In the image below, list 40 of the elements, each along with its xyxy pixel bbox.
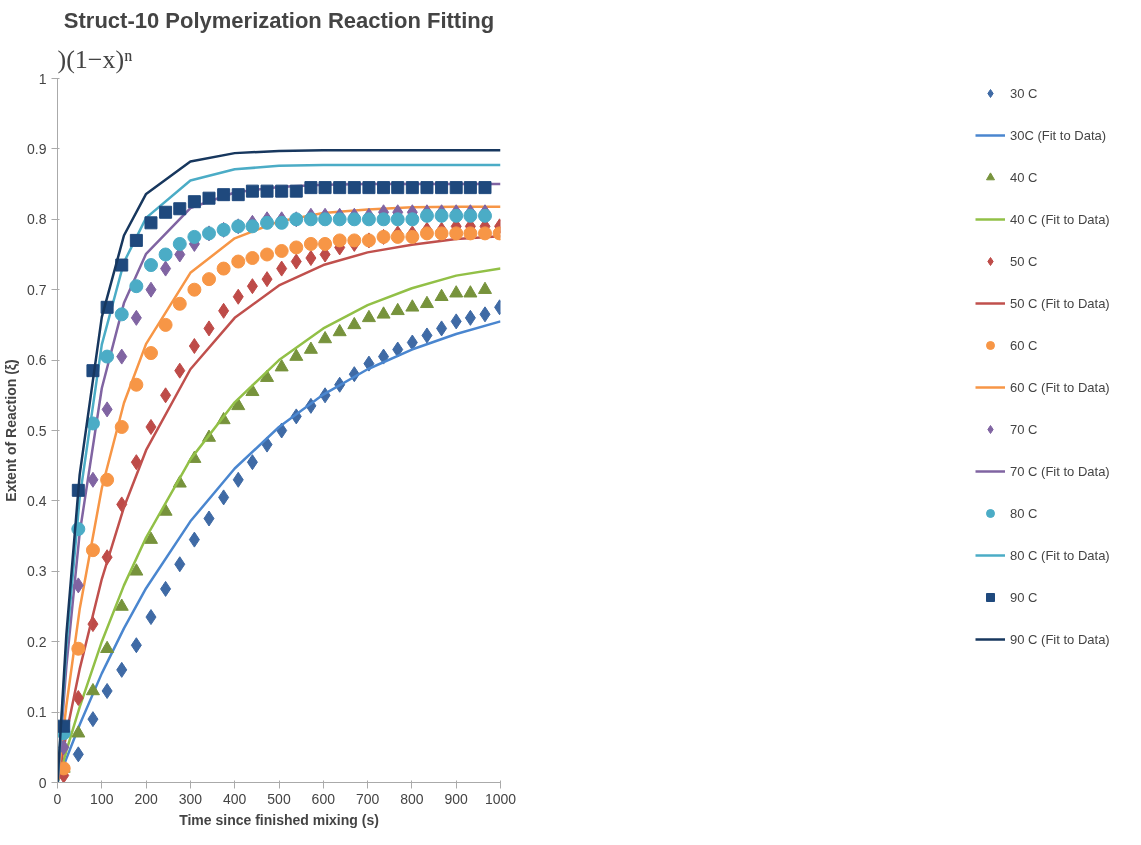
- x-axis-title: Time since finished mixing (s): [179, 811, 379, 828]
- chart-title: Struct-10 Polymerization Reaction Fitting: [63, 7, 495, 33]
- x-tick-label: 900: [444, 790, 469, 807]
- legend-label: 50 C: [1010, 253, 1039, 269]
- text: )(1−x)ⁿ: [57, 44, 133, 74]
- x-tick-label: 600: [311, 790, 336, 807]
- legend-label: 80 C (Fit to Data): [1010, 547, 1111, 563]
- legend-label: 60 C: [1010, 337, 1039, 353]
- legend-label: 40 C (Fit to Data): [1010, 211, 1111, 227]
- legend-label: 90 C (Fit to Data): [1010, 631, 1111, 647]
- legend-label: 80 C: [1010, 505, 1039, 521]
- y-tick-label: 0.6: [27, 352, 47, 369]
- y-tick-label: 0.4: [27, 492, 47, 509]
- y-tick-label: 0.2: [27, 633, 47, 650]
- y-tick-label: 0.3: [27, 563, 47, 580]
- x-tick-label: 500: [267, 790, 291, 807]
- legend-label: 40 C: [1010, 169, 1039, 185]
- legend-label: 30C (Fit to Data): [1010, 127, 1108, 143]
- x-tick-label: 200: [134, 790, 158, 807]
- y-tick-label: 0: [38, 774, 47, 791]
- y-tick-label: 0.9: [27, 140, 47, 157]
- y-axis-title: Extent of Reaction (ξ): [3, 359, 20, 502]
- y-tick-label: 0.8: [27, 211, 47, 228]
- legend-label: 70 C (Fit to Data): [1010, 463, 1111, 479]
- legend-label: 30 C: [1010, 85, 1039, 101]
- legend-label: 90 C: [1010, 589, 1039, 605]
- y-tick-label: 0.5: [27, 422, 47, 439]
- legend-label: 70 C: [1010, 421, 1039, 437]
- legend-label: 50 C (Fit to Data): [1010, 295, 1111, 311]
- y-tick-label: 1: [38, 70, 47, 87]
- x-tick-label: 800: [400, 790, 424, 807]
- x-tick-label: 1000: [484, 790, 517, 807]
- x-tick-label: 400: [223, 790, 247, 807]
- x-tick-label: 100: [90, 790, 114, 807]
- x-tick-label: 300: [178, 790, 203, 807]
- y-tick-label: 0.1: [27, 704, 47, 721]
- legend-label: 60 C (Fit to Data): [1010, 379, 1111, 395]
- y-tick-label: 0.7: [27, 281, 47, 298]
- x-tick-label: 0: [53, 790, 62, 807]
- x-tick-label: 700: [355, 790, 380, 807]
